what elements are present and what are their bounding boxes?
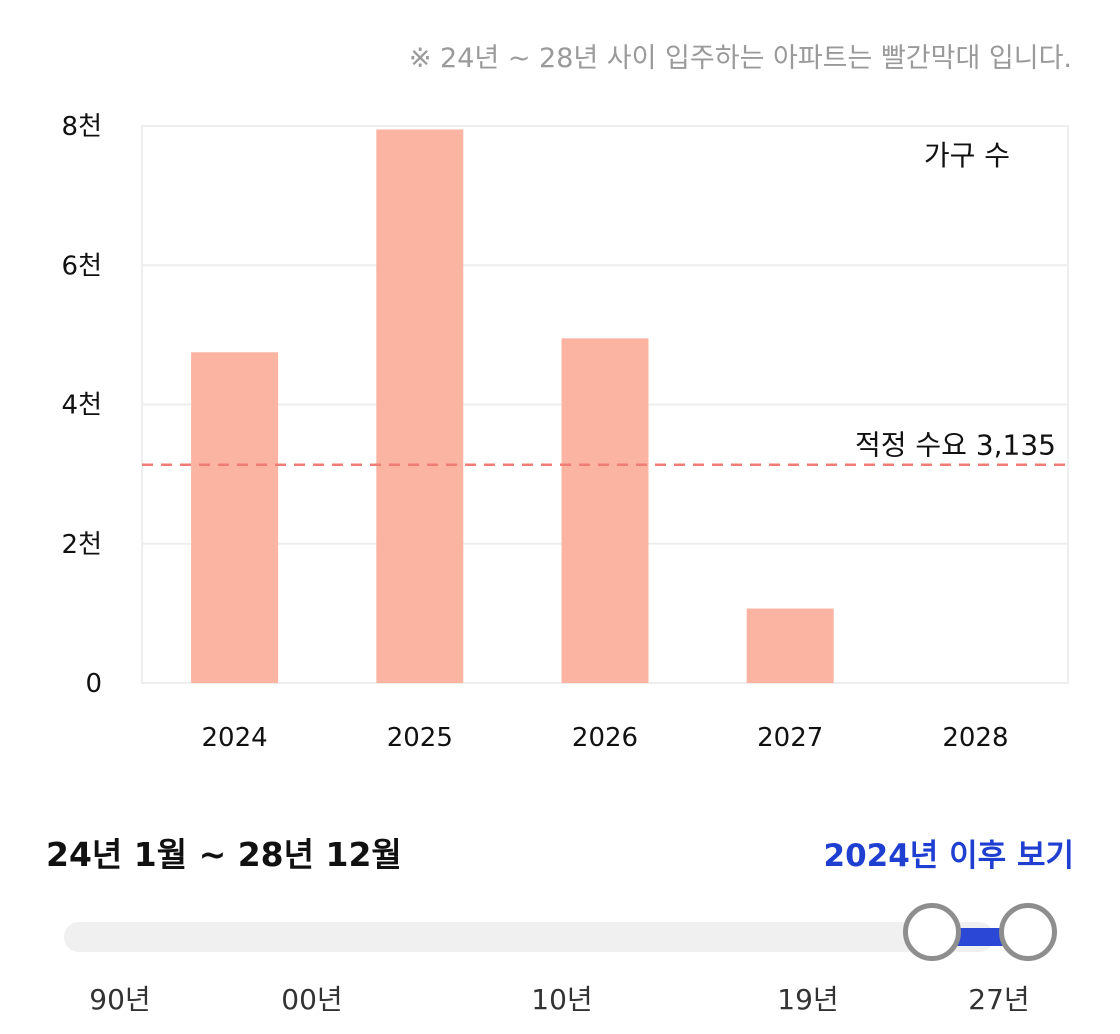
bar — [376, 129, 464, 683]
y-tick-label: 2천 — [62, 530, 102, 560]
bar-chart: 0 2천 4천 6천 8천 2024 2025 2026 2027 2028 적정 수요 3,135… — [62, 112, 1069, 753]
year-range-slider-track[interactable] — [64, 922, 994, 952]
x-tick-label: 2027 — [757, 723, 823, 753]
slider-end-handle[interactable] — [999, 903, 1057, 961]
y-tick-label: 8천 — [62, 112, 102, 142]
x-tick-label: 2024 — [202, 723, 268, 753]
reference-line-label: 적정 수요 3,135 — [855, 429, 1056, 462]
legend-label: 가구 수 — [924, 139, 1010, 172]
legend-note: ※ 24년 ~ 28년 사이 입주하는 아파트는 빨간막대 입니다. — [408, 43, 1072, 74]
slider-tick-label: 19년 — [777, 983, 839, 1016]
slider-tick-label: 10년 — [531, 983, 593, 1016]
slider-tick-label: 90년 — [89, 983, 151, 1016]
slider-tick-label: 27년 — [968, 983, 1030, 1016]
slider-tick-label: 00년 — [281, 983, 343, 1016]
bar — [191, 352, 279, 683]
slider-start-handle[interactable] — [903, 903, 962, 961]
x-tick-label: 2028 — [942, 723, 1008, 753]
x-tick-label: 2025 — [387, 723, 453, 753]
y-tick-label: 6천 — [62, 251, 102, 281]
view-after-2024-link[interactable]: 2024년 이후 보기 — [823, 838, 1074, 874]
y-tick-label: 4천 — [62, 391, 102, 421]
bar — [561, 338, 649, 683]
y-tick-label: 0 — [85, 669, 102, 699]
bar — [746, 608, 834, 683]
date-range-label: 24년 1월 ~ 28년 12월 — [46, 835, 402, 874]
x-tick-label: 2026 — [572, 723, 638, 753]
